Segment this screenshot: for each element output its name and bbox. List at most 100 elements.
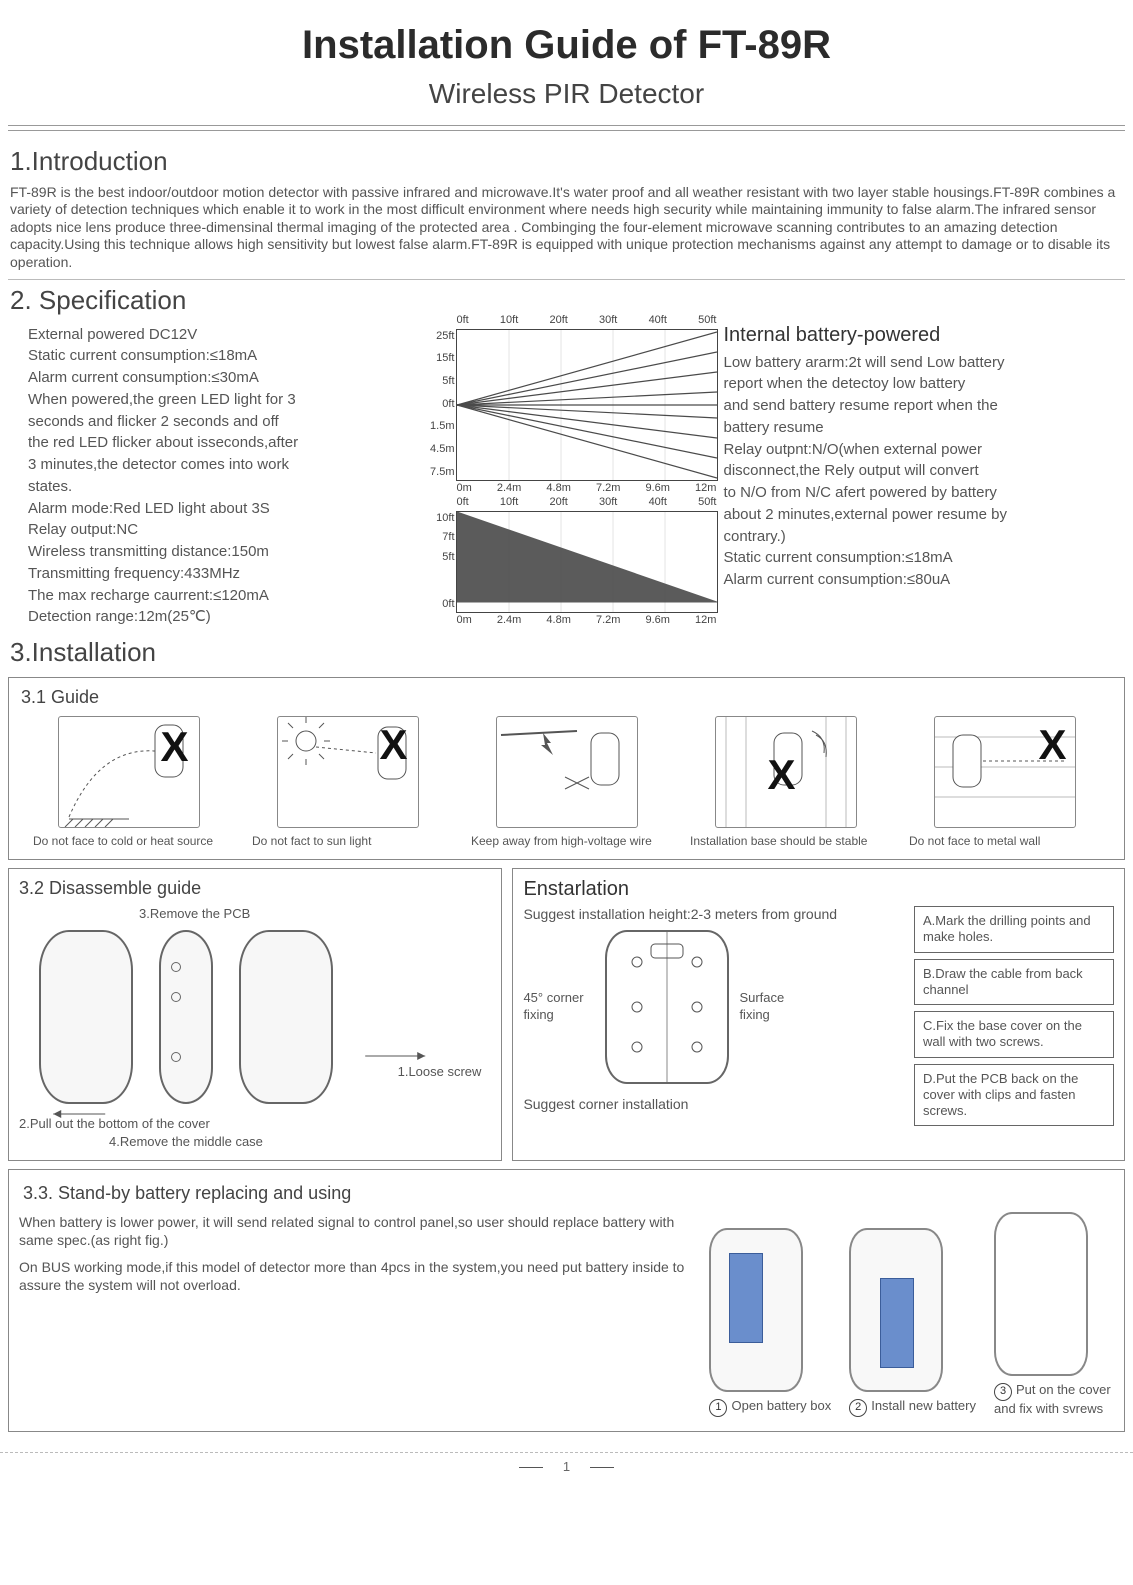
page-footer: 1 [0, 1452, 1133, 1475]
spec-line: to N/O from N/C afert powered by battery [724, 484, 1124, 503]
tick: 5ft [427, 375, 455, 389]
spec-line: 3 minutes,the detector comes into work [28, 456, 428, 475]
tick: 4.5m [427, 443, 455, 457]
dis-label-2: 2.Pull out the bottom of the cover [19, 1116, 210, 1132]
chart-top-y: 25ft 15ft 5ft 0ft 1.5m 4.5m 7.5m [427, 330, 455, 480]
step-3-icon: 3 [994, 1383, 1012, 1401]
chart-top-x-m: 0m 2.4m 4.8m 7.2m 9.6m 12m [457, 482, 717, 496]
spec-line: seconds and flicker 2 seconds and off [28, 413, 428, 432]
x-mark-icon: X [768, 749, 796, 802]
ens-surface-label: Surface fixing [739, 990, 799, 1023]
chart-bot-x-ft: 0ft 10ft 20ft 30ft 40ft 50ft [457, 496, 717, 510]
intro-divider [8, 279, 1125, 280]
tick: 1.5m [427, 420, 455, 434]
ens-suggest-corner: Suggest corner installation [523, 1096, 900, 1114]
intro-body: FT-89R is the best indoor/outdoor motion… [10, 184, 1123, 272]
tick: 30ft [599, 314, 617, 328]
page-subtitle: Wireless PIR Detector [0, 76, 1133, 111]
spec-left-col: External powered DC12V Static current co… [10, 323, 428, 631]
spec-right-col: Internal battery-powered Low battery ara… [724, 323, 1124, 631]
spec-line: When powered,the green LED light for 3 [28, 391, 428, 410]
enstarlation-heading: Enstarlation [523, 877, 1114, 902]
step-2-icon: 2 [849, 1399, 867, 1417]
disassemble-heading: 3.2 Disassemble guide [19, 877, 491, 900]
battery-cover-icon [994, 1212, 1088, 1376]
chart-top-x-ft: 0ft 10ft 20ft 30ft 40ft 50ft [457, 314, 717, 328]
ens-suggest-height: Suggest installation height:2-3 meters f… [523, 906, 900, 924]
ens-corner-label: 45° corner fixing [523, 990, 595, 1023]
spec-line: the red LED flicker about isseconds,afte… [28, 434, 428, 453]
standby-p2: On BUS working mode,if this model of det… [19, 1259, 689, 1294]
tick: 50ft [698, 496, 716, 510]
battery-install-icon [849, 1228, 943, 1392]
tick: 50ft [698, 314, 716, 328]
dis-label-4: 4.Remove the middle case [109, 1134, 263, 1150]
tick: 0ft [427, 398, 455, 412]
disassemble-box: 3.2 Disassemble guide 3.Remove the PCB 1… [8, 868, 502, 1161]
guide-item-wire: Keep away from high-voltage wire [461, 716, 672, 849]
chart-bot-y: 10ft 7ft 5ft 0ft [427, 512, 455, 612]
tick: 4.8m [546, 482, 570, 496]
tick: 40ft [649, 314, 667, 328]
spec-line: Transmitting frequency:433MHz [28, 565, 428, 584]
tick: 7.2m [596, 482, 620, 496]
tick: 2.4m [497, 614, 521, 628]
chart-bottom-rays-icon [457, 512, 717, 612]
tick: 7.5m [427, 466, 455, 480]
x-mark-icon: X [379, 719, 407, 772]
spec-line: and send battery resume report when the [724, 397, 1124, 416]
tick: 0m [457, 614, 472, 628]
tick: 0ft [457, 496, 469, 510]
spec-charts: 0ft 10ft 20ft 30ft 40ft 50ft 25ft 15ft 5… [436, 323, 716, 631]
x-mark-icon: X [160, 721, 188, 774]
tick: 4.8m [546, 614, 570, 628]
spec-line: Wireless transmitting distance:150m [28, 543, 428, 562]
tick: 10ft [427, 512, 455, 526]
standby-p1: When battery is lower power, it will sen… [19, 1214, 689, 1249]
tick: 10ft [500, 496, 518, 510]
tick: 9.6m [646, 482, 670, 496]
spec-line: disconnect,the Rely output will convert [724, 462, 1124, 481]
guide-caption: Do not face to cold or heat source [33, 834, 234, 849]
spec-line: report when the detectoy low battery [724, 375, 1124, 394]
standby-heading: 3.3. Stand-by battery replacing and usin… [23, 1182, 1114, 1205]
spec-line: Alarm current consumption:≤30mA [28, 369, 428, 388]
enstarlation-box: Enstarlation Suggest installation height… [512, 868, 1125, 1161]
tick: 20ft [549, 496, 567, 510]
tick: 0ft [427, 598, 455, 612]
guide-caption: Do not fact to sun light [252, 834, 453, 849]
ens-step-d: D.Put the PCB back on the cover with cli… [914, 1064, 1114, 1127]
tick: 0m [457, 482, 472, 496]
spec-line: states. [28, 478, 428, 497]
spec-right-title: Internal battery-powered [724, 323, 1124, 348]
standby-cap-2: Install new battery [871, 1398, 976, 1413]
guide-item-metal: X Do not face to metal wall [899, 716, 1110, 849]
guide-caption: Do not face to metal wall [909, 834, 1110, 849]
standby-images: 1Open battery box 2Install new battery 3… [709, 1212, 1114, 1417]
tick: 7.2m [596, 614, 620, 628]
guide-heading: 3.1 Guide [21, 686, 1116, 709]
tick: 9.6m [646, 614, 670, 628]
guide-item-heat: X Do not face to cold or heat source [23, 716, 234, 849]
install-heading: 3.Installation [10, 636, 1133, 669]
title-divider [8, 125, 1125, 131]
page-number: 1 [547, 1459, 586, 1475]
spec-line: battery resume [724, 419, 1124, 438]
guide-item-sun: X Do not fact to sun light [242, 716, 453, 849]
standby-cap-3: Put on the cover and fix with svrews [994, 1382, 1111, 1416]
guide-wire-icon [497, 717, 637, 827]
detection-chart-top: 0ft 10ft 20ft 30ft 40ft 50ft 25ft 15ft 5… [456, 329, 718, 481]
tick: 12m [695, 482, 716, 496]
standby-text: When battery is lower power, it will sen… [19, 1212, 689, 1417]
tick: 30ft [599, 496, 617, 510]
page-title: Installation Guide of FT-89R [0, 20, 1133, 70]
tick: 12m [695, 614, 716, 628]
spec-line: Relay outpnt:N/O(when external power [724, 441, 1124, 460]
chart-top-rays-icon [457, 330, 717, 480]
ens-step-c: C.Fix the base cover on the wall with tw… [914, 1011, 1114, 1058]
spec-line: Alarm mode:Red LED light about 3S [28, 500, 428, 519]
guide-box: 3.1 Guide X Do not face to cold or heat … [8, 677, 1125, 861]
spec-line: Low battery ararm:2t will send Low batte… [724, 354, 1124, 373]
tick: 2.4m [497, 482, 521, 496]
intro-heading: 1.Introduction [10, 145, 1133, 178]
